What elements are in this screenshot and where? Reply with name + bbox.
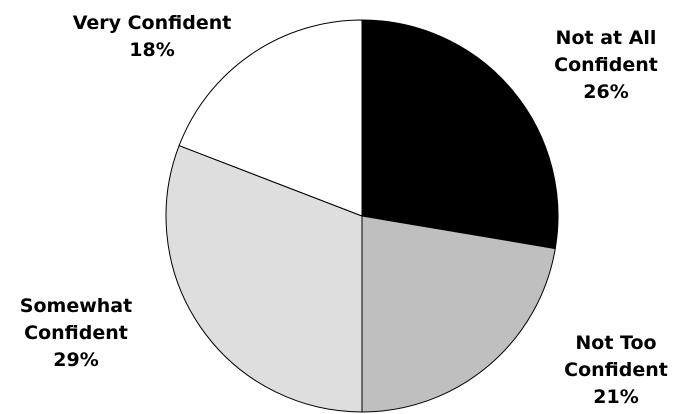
pie-labels: Not at All Confident 26% Not Too Confident 21… [20,12,668,408]
slice-name-label: Very Confident [73,12,232,34]
slice-percent-label: 26% [583,81,628,103]
pie-slices [165,19,559,413]
slice-label: Not at All Confident 26% [554,27,658,103]
slice-name-label: Confident [564,359,668,381]
slice-name-label: Confident [24,322,128,344]
pie-slice [361,215,556,413]
slice-percent-label: 18% [129,39,174,61]
slice-label: Somewhat Confident 29% [20,295,132,371]
slice-percent-label: 29% [53,349,98,371]
slice-label: Not Too Confident 21% [564,332,668,408]
slice-name-label: Somewhat [20,295,132,317]
slice-name-label: Confident [554,54,658,76]
slice-name-label: Not at All [556,27,657,49]
slice-percent-label: 21% [593,386,638,408]
slice-label: Very Confident 18% [73,12,232,61]
slice-name-label: Not Too [575,332,656,354]
pie-slice [165,144,363,413]
pie-slice [178,19,363,217]
pie-slice [361,19,559,250]
